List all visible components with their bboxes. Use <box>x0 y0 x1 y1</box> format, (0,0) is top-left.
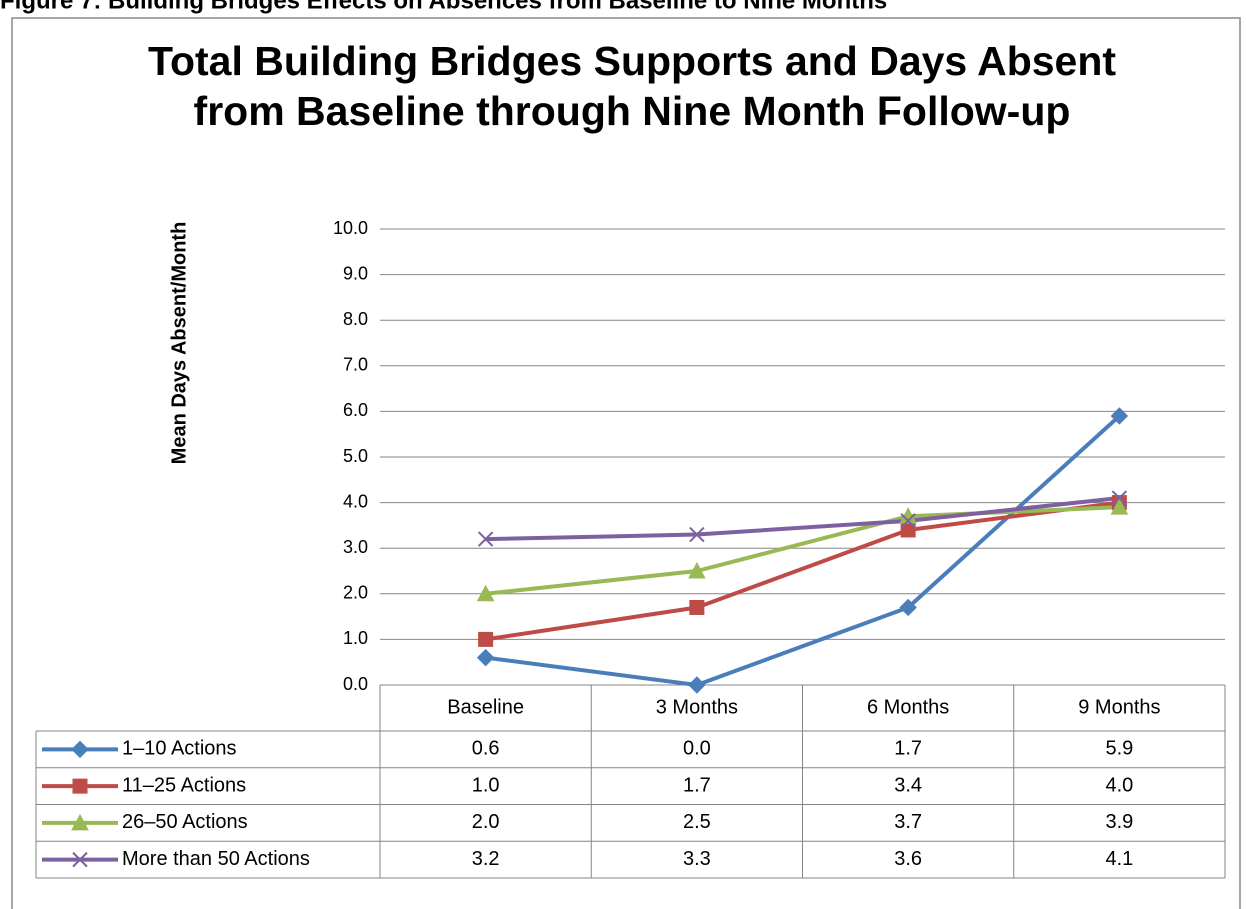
point-marker <box>688 676 706 694</box>
table-value: 0.6 <box>472 738 500 760</box>
y-tick-label: 5.0 <box>343 446 368 466</box>
point-marker <box>899 598 917 617</box>
point-marker <box>900 513 916 529</box>
table-value: 3.3 <box>683 848 711 870</box>
table-value: 2.5 <box>683 811 711 833</box>
table-value: 3.2 <box>472 848 500 870</box>
legend-label: 11–25 Actions <box>122 774 246 796</box>
table-value: 3.7 <box>894 811 922 833</box>
table-value: 0.0 <box>683 738 711 760</box>
series-line <box>485 505 1120 596</box>
series-line <box>485 496 1120 542</box>
table-value: 4.0 <box>1105 774 1133 796</box>
point-marker <box>71 813 89 831</box>
y-tick-label: 3.0 <box>343 537 368 557</box>
legend-label: More than 50 Actions <box>122 848 310 870</box>
point-marker <box>476 648 495 667</box>
point-marker <box>476 584 495 602</box>
point-marker <box>1111 490 1128 506</box>
legend-label: 1–10 Actions <box>122 738 237 760</box>
point-marker <box>688 561 706 579</box>
table-value: 2.0 <box>472 811 500 833</box>
chart-border <box>11 17 1241 909</box>
x-tick-label: 9 Months <box>1078 696 1160 718</box>
point-marker <box>72 851 88 868</box>
x-tick-label: 3 Months <box>656 696 738 718</box>
x-tick-label: 6 Months <box>867 696 949 718</box>
series-line <box>485 500 1120 642</box>
point-marker <box>72 778 88 794</box>
point-marker <box>477 531 494 547</box>
point-marker <box>478 631 494 647</box>
point-marker <box>1110 407 1129 425</box>
x-tick-label: Baseline <box>447 696 524 718</box>
y-tick-label: 0.0 <box>343 674 368 694</box>
table-value: 1.7 <box>683 774 711 796</box>
legend-label: 26–50 Actions <box>122 811 248 833</box>
point-marker <box>1110 498 1129 515</box>
y-tick-label: 7.0 <box>343 355 368 375</box>
y-tick-label: 8.0 <box>343 309 368 329</box>
table-value: 1.0 <box>472 774 500 796</box>
point-marker <box>689 526 705 543</box>
y-tick-label: 4.0 <box>343 491 368 511</box>
y-tick-label: 1.0 <box>343 628 368 648</box>
table-value: 4.1 <box>1105 848 1133 870</box>
y-axis-label: Mean Days Absent/Month <box>168 222 190 465</box>
figure-caption: Figure 7: Building Bridges Effects on Ab… <box>0 0 887 14</box>
y-tick-label: 2.0 <box>343 583 368 603</box>
point-marker <box>71 740 89 759</box>
chart-title: Total Building Bridges Supports and Days… <box>147 38 1117 134</box>
y-tick-label: 10.0 <box>333 218 368 238</box>
table-value: 3.9 <box>1105 811 1133 833</box>
point-marker <box>689 599 705 615</box>
table-value: 3.4 <box>894 774 922 796</box>
y-tick-label: 6.0 <box>343 400 368 420</box>
table-value: 3.6 <box>894 848 922 870</box>
table-value: 1.7 <box>894 738 922 760</box>
table-value: 5.9 <box>1105 738 1133 760</box>
y-tick-label: 9.0 <box>343 263 368 283</box>
title-box: Total Building Bridges Supports and Days… <box>147 38 1117 134</box>
